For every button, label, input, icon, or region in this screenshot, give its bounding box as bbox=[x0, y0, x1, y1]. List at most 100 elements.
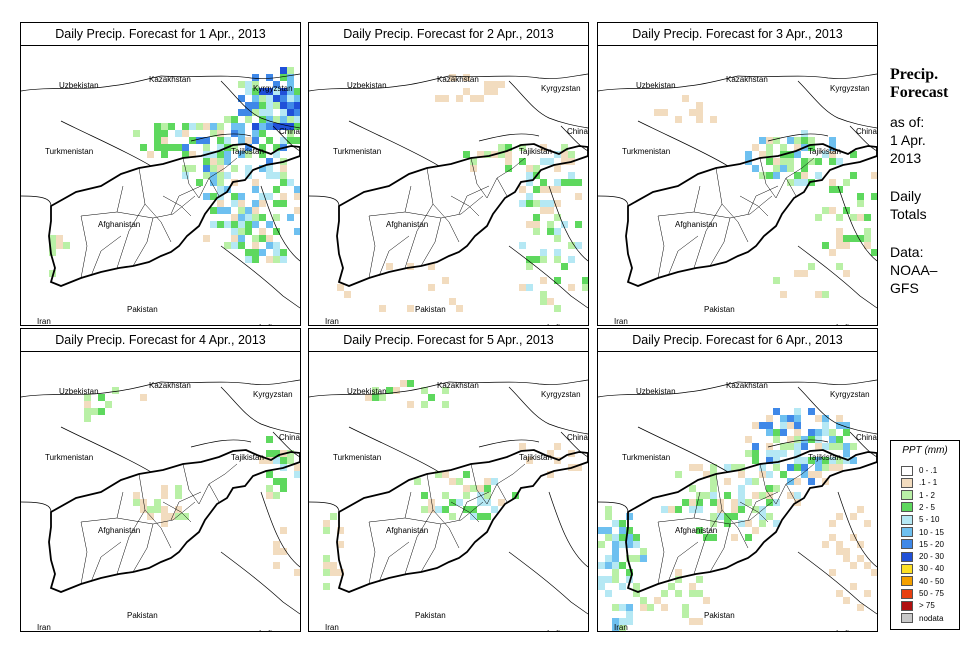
province-border bbox=[759, 157, 777, 199]
country-label-pakistan: Pakistan bbox=[127, 611, 158, 620]
country-label-afghanistan: Afghanistan bbox=[675, 526, 717, 535]
country-border bbox=[737, 73, 877, 79]
precip-map-svg: Uzbekistan Kazakhstan Kyrgyzstan China Turkm… bbox=[21, 379, 300, 631]
country-label-turkmenistan: Turkmenistan bbox=[622, 453, 670, 462]
panel-title: Daily Precip. Forecast for 2 Apr., 2013 bbox=[309, 23, 588, 46]
legend-entry: nodata bbox=[901, 613, 943, 624]
country-border bbox=[849, 431, 877, 458]
country-label-iran: Iran bbox=[325, 623, 339, 631]
country-border bbox=[478, 439, 540, 448]
province-border bbox=[709, 523, 731, 573]
country-border bbox=[21, 501, 52, 513]
legend-label: 30 - 40 bbox=[919, 564, 944, 574]
precip-map: Uzbekistan Kazakhstan Kyrgyzstan China Turkm… bbox=[309, 352, 588, 631]
legend-label: 15 - 20 bbox=[919, 539, 944, 549]
country-label-india: India bbox=[836, 629, 854, 631]
province-border bbox=[693, 491, 701, 519]
country-border bbox=[21, 381, 162, 398]
country-label-pakistan: Pakistan bbox=[704, 611, 735, 620]
country-label-pakistan: Pakistan bbox=[415, 305, 446, 314]
country-border bbox=[21, 195, 52, 207]
data-source-label: Data: bbox=[890, 244, 924, 260]
country-label-kazakhstan: Kazakhstan bbox=[149, 381, 191, 390]
forecast-panel-apr-4: Daily Precip. Forecast for 4 Apr., 2013 … bbox=[20, 328, 301, 632]
data-source-line: NOAA– bbox=[890, 262, 938, 278]
precip-map-svg: Uzbekistan Kazakhstan Kyrgyzstan China Turkm… bbox=[21, 67, 300, 325]
country-border bbox=[548, 185, 588, 262]
country-border bbox=[60, 120, 152, 167]
province-border bbox=[709, 217, 731, 267]
panel-title: Daily Precip. Forecast for 5 Apr., 2013 bbox=[309, 329, 588, 352]
country-label-uzbekistan: Uzbekistan bbox=[636, 387, 676, 396]
legend-label: 10 - 15 bbox=[919, 527, 944, 537]
country-label-kazakhstan: Kazakhstan bbox=[726, 75, 768, 84]
legend-swatch bbox=[901, 502, 913, 513]
country-label-uzbekistan: Uzbekistan bbox=[59, 387, 99, 396]
province-border bbox=[182, 157, 200, 199]
country-border bbox=[508, 245, 588, 309]
province-border bbox=[378, 235, 410, 277]
province-border bbox=[152, 501, 196, 525]
precip-legend: PPT (mm) 0 - .1 .1 - 1 1 - 2 2 - 5 5 - 10 10 … bbox=[890, 440, 960, 630]
side-title-line: Precip. bbox=[890, 66, 939, 83]
as-of-date: 1 Apr. bbox=[890, 132, 926, 148]
country-border bbox=[598, 381, 739, 398]
province-border bbox=[138, 167, 162, 223]
country-label-tajikistan: Tajikistan bbox=[808, 453, 841, 462]
precip-map-svg: Uzbekistan Kazakhstan Kyrgyzstan China Turkm… bbox=[309, 73, 588, 325]
legend-swatch bbox=[901, 588, 913, 599]
province-border bbox=[116, 203, 146, 269]
province-border bbox=[378, 541, 410, 583]
province-border bbox=[440, 501, 484, 525]
country-border bbox=[797, 245, 877, 309]
legend-swatch bbox=[901, 539, 913, 550]
country-label-iran: Iran bbox=[37, 317, 51, 325]
legend-entry: 5 - 10 bbox=[901, 514, 939, 525]
legend-entry: 20 - 30 bbox=[901, 551, 944, 562]
province-border bbox=[667, 235, 699, 277]
country-border bbox=[260, 185, 300, 262]
province-border bbox=[737, 221, 749, 243]
province-border bbox=[450, 501, 480, 523]
province-border bbox=[160, 527, 172, 549]
legend-entry: .1 - 1 bbox=[901, 477, 937, 488]
panel-title: Daily Precip. Forecast for 3 Apr., 2013 bbox=[598, 23, 877, 46]
precip-map-svg: Uzbekistan Kazakhstan Kyrgyzstan China Turkm… bbox=[598, 73, 877, 325]
country-label-uzbekistan: Uzbekistan bbox=[59, 81, 99, 90]
country-border bbox=[637, 426, 729, 473]
province-border bbox=[182, 463, 200, 505]
province-border bbox=[470, 463, 488, 505]
country-label-china: China bbox=[567, 127, 588, 136]
country-border bbox=[637, 120, 729, 167]
province-border bbox=[80, 517, 154, 525]
legend-label: 1 - 2 bbox=[919, 490, 936, 500]
province-border bbox=[224, 463, 238, 475]
country-border bbox=[548, 491, 588, 568]
country-border bbox=[837, 491, 877, 568]
panel-title: Daily Precip. Forecast for 1 Apr., 2013 bbox=[21, 23, 300, 46]
country-border bbox=[797, 80, 877, 129]
precip-grid-cells bbox=[84, 387, 300, 576]
country-label-india: India bbox=[259, 629, 277, 631]
legend-swatch bbox=[901, 563, 913, 574]
country-label-afghanistan: Afghanistan bbox=[98, 526, 140, 535]
legend-entry: > 75 bbox=[901, 600, 935, 611]
province-border bbox=[420, 217, 442, 267]
legend-label: 0 - .1 bbox=[919, 466, 938, 475]
province-border bbox=[801, 157, 815, 169]
province-border bbox=[368, 517, 442, 525]
province-border bbox=[440, 195, 484, 219]
forecast-panel-apr-2: Daily Precip. Forecast for 2 Apr., 2013 … bbox=[308, 22, 589, 326]
precip-grid-cells bbox=[323, 380, 582, 590]
country-border bbox=[448, 379, 588, 385]
country-label-kazakhstan: Kazakhstan bbox=[149, 75, 191, 84]
side-title-line: Forecast bbox=[890, 84, 949, 101]
province-border bbox=[404, 491, 412, 519]
country-label-afghanistan: Afghanistan bbox=[386, 220, 428, 229]
precip-map: Uzbekistan Kazakhstan Kyrgyzstan China Turkm… bbox=[21, 352, 300, 631]
legend-entry: 0 - .1 bbox=[901, 465, 937, 476]
province-border bbox=[693, 509, 723, 575]
province-border bbox=[785, 483, 797, 503]
province-border bbox=[657, 521, 665, 585]
province-border bbox=[80, 211, 154, 219]
